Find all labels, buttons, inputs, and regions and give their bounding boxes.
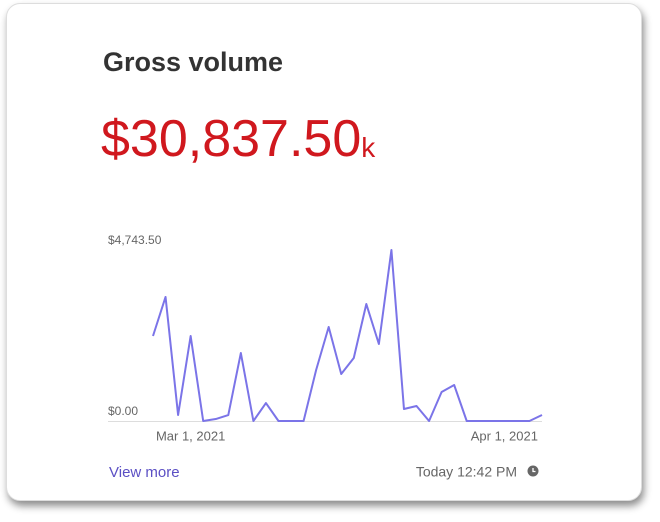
chart-title: Gross volume <box>103 47 283 77</box>
line-series <box>152 249 543 422</box>
headline-value: $30,837.50 <box>101 110 361 168</box>
y-tick-label: $4,743.50 <box>108 233 162 247</box>
x-tick-label: Mar 1, 2021 <box>156 428 225 443</box>
headline-unit: k <box>361 132 376 163</box>
y-tick-label: $0.00 <box>108 404 138 418</box>
headline: $30,837.50k <box>101 110 376 168</box>
timestamp: Today 12:42 PM <box>416 464 517 480</box>
view-more-link[interactable]: View more <box>109 464 180 481</box>
x-tick-label: Apr 1, 2021 <box>471 428 538 443</box>
clock-icon <box>527 465 539 477</box>
